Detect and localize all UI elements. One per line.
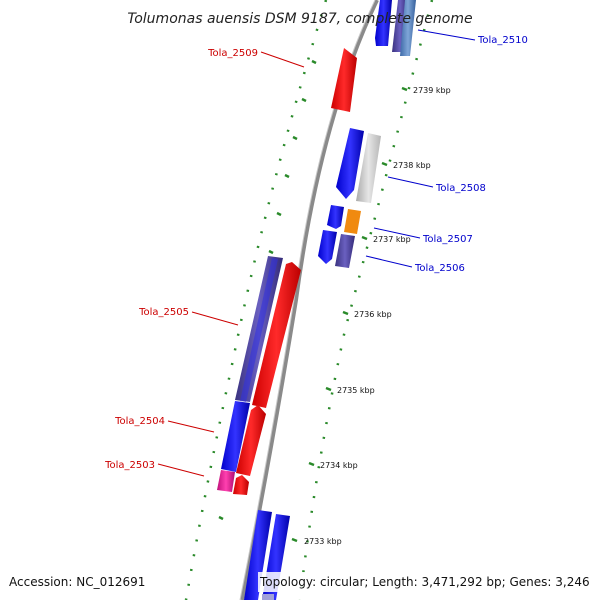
gene-feature-tola-2506[interactable]	[335, 234, 355, 268]
gene-label[interactable]: Tola_2510	[477, 35, 528, 46]
page-title: Tolumonas auensis DSM 9187, complete gen…	[127, 11, 472, 27]
gene-feature-tola-2508[interactable]	[356, 133, 381, 203]
gene-feature[interactable]	[240, 258, 278, 402]
scale-label: 2739 kbp	[413, 86, 451, 95]
gene-feature[interactable]	[244, 510, 272, 600]
gene-feature[interactable]	[233, 475, 249, 495]
scale-tick	[308, 461, 315, 467]
gene-label[interactable]: Tola_2505	[138, 307, 189, 318]
scale-tick	[381, 161, 388, 167]
gene-feature-tola-2504[interactable]	[221, 401, 250, 472]
scale-tick	[361, 235, 368, 241]
gene-feature[interactable]	[400, 0, 416, 56]
scale-tick	[218, 515, 224, 521]
scale-tick	[276, 211, 282, 217]
scale-label: 2734 kbp	[320, 461, 358, 470]
scale-label: 2735 kbp	[337, 386, 375, 395]
footer-summary-background	[258, 572, 592, 592]
scale-label: 2736 kbp	[354, 310, 392, 319]
guide-track-1	[184, 0, 328, 600]
gene-label[interactable]: Tola_2509	[207, 48, 258, 59]
scale-tick	[268, 249, 274, 255]
gene-feature[interactable]	[318, 230, 337, 264]
scale-tick	[401, 86, 408, 92]
gene-label[interactable]: Tola_2508	[435, 183, 486, 194]
summary-text: Topology: circular; Length: 3,471,292 bp…	[259, 575, 590, 589]
gene-features	[217, 0, 416, 600]
gene-feature[interactable]	[252, 262, 301, 408]
gene-feature[interactable]	[236, 405, 266, 476]
gene-labels: Tola_2510 Tola_2509 Tola_2508 Tola_2507 …	[104, 35, 528, 471]
scale-tick	[291, 537, 298, 543]
scale-label: 2733 kbp	[304, 537, 342, 546]
gene-feature-tola-2503[interactable]	[217, 470, 235, 492]
gene-feature-tola-2507[interactable]	[344, 209, 361, 234]
gene-label[interactable]: Tola_2506	[414, 263, 465, 274]
scale-tick	[311, 59, 317, 65]
scale-tick	[292, 135, 298, 141]
gene-feature-tola-2509[interactable]	[331, 48, 357, 112]
gene-label[interactable]: Tola_2503	[104, 460, 155, 471]
scale-tick	[342, 310, 349, 316]
gene-feature[interactable]	[327, 205, 344, 229]
label-leader-lines	[157, 29, 476, 477]
scale-labels: 2739 kbp 2738 kbp 2737 kbp 2736 kbp 2735…	[304, 86, 451, 546]
scale-label: 2737 kbp	[373, 235, 411, 244]
scale-label: 2738 kbp	[393, 161, 431, 170]
accession-text: Accession: NC_012691	[9, 575, 145, 589]
gene-label[interactable]: Tola_2504	[114, 416, 165, 427]
scale-tick	[325, 386, 332, 392]
gene-feature[interactable]	[262, 594, 274, 600]
scale-tick	[301, 97, 307, 103]
scale-tick	[284, 173, 290, 179]
track-guides	[184, 0, 434, 600]
gene-label[interactable]: Tola_2507	[422, 234, 473, 245]
guide-track-2	[298, 0, 434, 600]
gene-feature[interactable]	[336, 128, 364, 199]
gene-feature[interactable]	[375, 0, 392, 46]
